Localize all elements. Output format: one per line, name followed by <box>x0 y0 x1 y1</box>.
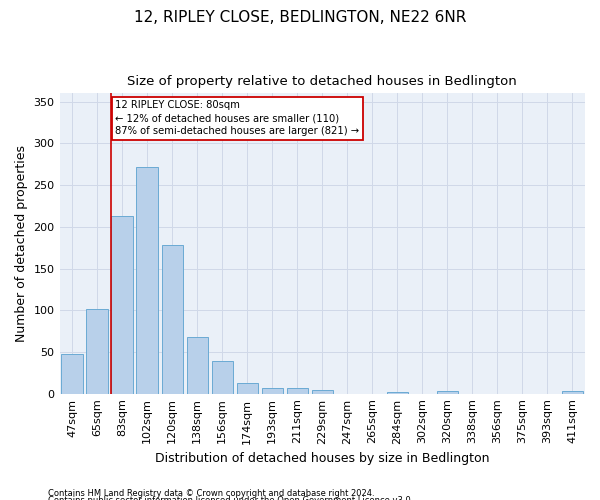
Text: 12, RIPLEY CLOSE, BEDLINGTON, NE22 6NR: 12, RIPLEY CLOSE, BEDLINGTON, NE22 6NR <box>134 10 466 25</box>
Bar <box>437 391 458 394</box>
Bar <box>212 361 233 394</box>
Bar <box>86 308 108 394</box>
Bar <box>262 388 283 394</box>
Title: Size of property relative to detached houses in Bedlington: Size of property relative to detached ho… <box>127 75 517 88</box>
Bar <box>112 216 133 394</box>
Bar <box>562 391 583 394</box>
Bar <box>287 388 308 394</box>
Y-axis label: Number of detached properties: Number of detached properties <box>15 145 28 342</box>
Bar <box>61 354 83 394</box>
Bar <box>311 390 333 394</box>
Bar <box>236 383 258 394</box>
Bar <box>387 392 408 394</box>
Text: 12 RIPLEY CLOSE: 80sqm
← 12% of detached houses are smaller (110)
87% of semi-de: 12 RIPLEY CLOSE: 80sqm ← 12% of detached… <box>115 100 359 136</box>
Bar <box>136 167 158 394</box>
Text: Contains HM Land Registry data © Crown copyright and database right 2024.: Contains HM Land Registry data © Crown c… <box>48 488 374 498</box>
X-axis label: Distribution of detached houses by size in Bedlington: Distribution of detached houses by size … <box>155 452 490 465</box>
Text: Contains public sector information licensed under the Open Government Licence v3: Contains public sector information licen… <box>48 496 413 500</box>
Bar <box>161 245 183 394</box>
Bar <box>187 337 208 394</box>
